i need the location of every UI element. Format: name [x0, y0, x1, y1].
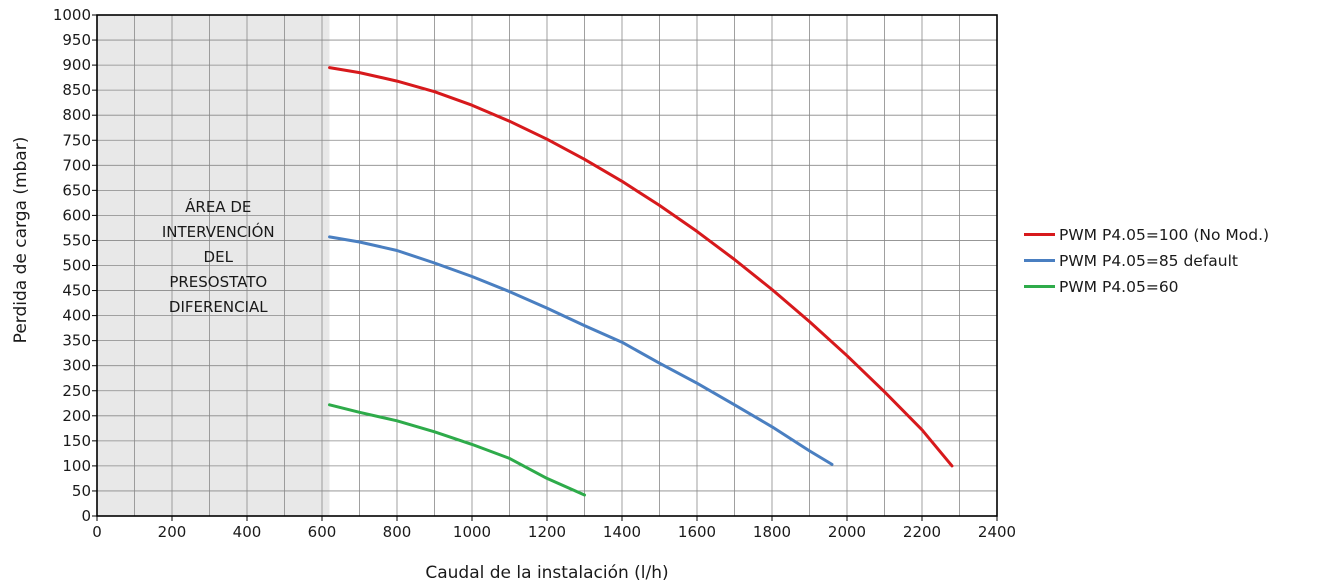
y-tick-label: 500 [62, 257, 91, 275]
pressure-switch-zone-label: ÁREA DE INTERVENCIÓN DEL PRESOSTATO DIFERENC… [162, 197, 275, 316]
legend-swatch-series-1 [1024, 233, 1055, 236]
y-tick-label: 400 [62, 307, 91, 325]
y-tick-label: 950 [62, 31, 91, 49]
y-axis-title: Perdida de carga (mbar) [11, 137, 31, 344]
x-tick-label: 0 [92, 523, 102, 541]
y-tick-label: 750 [62, 131, 91, 149]
series-line-3 [328, 403, 586, 497]
legend-item-series-1: PWM P4.05=100 (No Mod.) [1024, 222, 1269, 247]
y-tick-label: 850 [62, 81, 91, 99]
y-tick-label: 350 [62, 332, 91, 350]
grid-lines [97, 15, 997, 516]
y-tick-label: 150 [62, 432, 91, 450]
legend-swatch-series-3 [1024, 285, 1055, 288]
x-axis-title: Caudal de la instalación (l/h) [425, 563, 668, 583]
zone-label-line: INTERVENCIÓN [162, 222, 275, 241]
zone-label-line: PRESOSTATO [169, 273, 267, 291]
y-tick-label: 550 [62, 231, 91, 249]
y-tick-label: 650 [62, 181, 91, 199]
zone-label-line: DIFERENCIAL [169, 298, 268, 316]
y-tick-label: 100 [62, 457, 91, 475]
y-tick-label: 0 [81, 507, 91, 525]
x-tick-label: 1800 [753, 523, 791, 541]
series-line-2 [328, 235, 834, 466]
legend-label-series-1: PWM P4.05=100 (No Mod.) [1059, 225, 1270, 244]
y-tick-label: 300 [62, 357, 91, 375]
y-tick-label: 1000 [53, 6, 91, 24]
legend-label-series-3: PWM P4.05=60 [1059, 277, 1179, 296]
y-tick-label: 50 [72, 482, 91, 500]
series-line-1 [328, 66, 954, 468]
y-axis-ticks: 0 50 100 150 200 250 300 350 400 450 500 550 600 650 7… [53, 6, 97, 525]
y-tick-label: 450 [62, 282, 91, 300]
legend-label-series-2: PWM P4.05=85 default [1059, 251, 1239, 270]
x-tick-label: 2200 [903, 523, 941, 541]
x-tick-label: 800 [383, 523, 412, 541]
x-axis-ticks: 0 200 400 600 800 1000 1200 1400 1600 1800 2000 220… [92, 516, 1016, 541]
chart-legend: PWM P4.05=100 (No Mod.) PWM P4.05=85 def… [1024, 222, 1269, 300]
x-tick-label: 2000 [828, 523, 866, 541]
y-tick-label: 200 [62, 407, 91, 425]
y-tick-label: 250 [62, 382, 91, 400]
y-tick-label: 600 [62, 206, 91, 224]
x-tick-label: 200 [158, 523, 187, 541]
y-tick-label: 700 [62, 156, 91, 174]
zone-label-line: ÁREA DE [185, 197, 251, 216]
y-tick-label: 800 [62, 106, 91, 124]
zone-label-line: DEL [204, 248, 234, 266]
x-tick-label: 600 [308, 523, 337, 541]
x-tick-label: 1200 [528, 523, 566, 541]
legend-item-series-2: PWM P4.05=85 default [1024, 248, 1269, 273]
y-tick-label: 900 [62, 56, 91, 74]
x-tick-label: 400 [233, 523, 262, 541]
legend-swatch-series-2 [1024, 259, 1055, 262]
x-tick-label: 1600 [678, 523, 716, 541]
x-tick-label: 1400 [603, 523, 641, 541]
x-tick-label: 2400 [978, 523, 1016, 541]
series-lines [328, 66, 954, 497]
x-tick-label: 1000 [453, 523, 491, 541]
legend-item-series-3: PWM P4.05=60 [1024, 274, 1269, 299]
